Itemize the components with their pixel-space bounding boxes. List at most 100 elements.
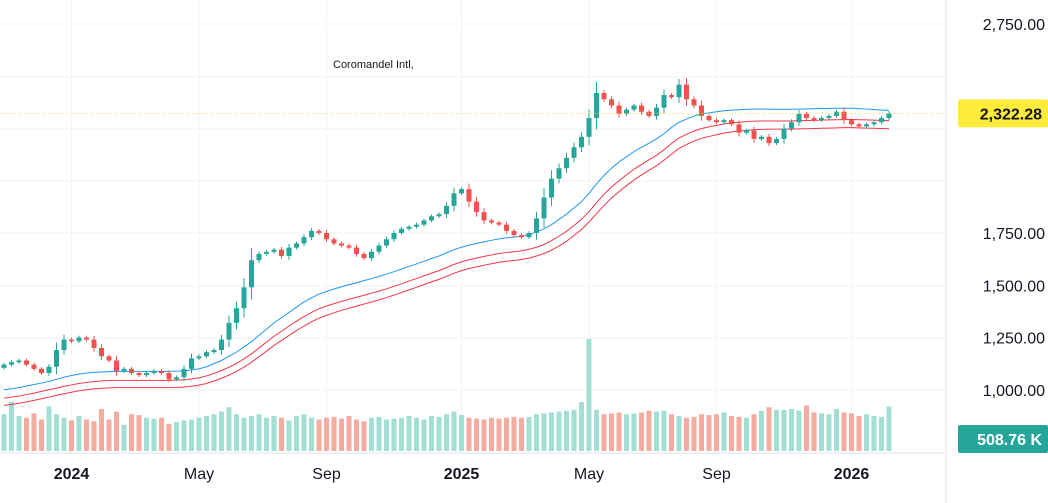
- x-tick-label: 2026: [834, 466, 870, 483]
- candle-body: [624, 109, 629, 114]
- volume-bar: [781, 409, 787, 451]
- volume-bar: [286, 420, 292, 451]
- candle-body: [196, 356, 202, 359]
- volume-bar: [526, 416, 532, 451]
- x-tick-label: May: [184, 466, 214, 483]
- volume-bar: [684, 417, 689, 451]
- ma-red-line-2: [3, 127, 890, 406]
- volume-bar: [151, 418, 157, 451]
- volume-bar: [474, 418, 479, 451]
- moving-averages: [3, 107, 890, 406]
- volume-bar: [766, 407, 772, 451]
- chart-title: Coromandel Intl,: [333, 59, 414, 71]
- candle-body: [144, 373, 149, 376]
- x-axis[interactable]: 2024 May Sep 2025 May Sep 2026: [54, 466, 870, 483]
- candle-body: [871, 122, 877, 125]
- volume-bar: [721, 412, 727, 451]
- candle-body: [669, 95, 674, 98]
- candle-body: [339, 243, 344, 246]
- volume-bar: [1, 414, 7, 451]
- last-volume-badge: 508.76 K: [958, 425, 1048, 453]
- candle-body: [639, 105, 644, 112]
- candle-body: [54, 350, 59, 367]
- candle-body: [181, 368, 187, 378]
- candle-body: [849, 120, 854, 125]
- volume-bar: [346, 416, 352, 451]
- candle-body: [174, 377, 179, 380]
- candle-body: [219, 339, 224, 351]
- candle-body: [129, 368, 134, 374]
- volume-bar: [436, 416, 442, 451]
- candle-body: [879, 118, 884, 123]
- volume-bar: [676, 416, 682, 451]
- candle-body: [294, 243, 299, 248]
- candle-body: [811, 118, 817, 121]
- candle-body: [39, 368, 44, 374]
- volume-bar: [376, 416, 382, 451]
- volume-bar: [571, 409, 577, 451]
- candle-body: [609, 99, 614, 106]
- volume-bar: [774, 409, 779, 451]
- candle-body: [301, 237, 307, 244]
- volume-bar: [429, 416, 434, 451]
- volume-bar: [114, 411, 119, 451]
- volume-bar: [706, 415, 712, 451]
- candle-body: [804, 113, 809, 119]
- volume-bar: [204, 416, 209, 451]
- volume-bar: [324, 417, 329, 451]
- candle-body: [114, 360, 119, 371]
- x-tick-label: May: [574, 466, 604, 483]
- volume-bar: [24, 417, 29, 451]
- volume-bar: [219, 411, 224, 451]
- candle-body: [331, 239, 337, 244]
- volume-bar: [466, 417, 472, 451]
- candle-body: [316, 230, 322, 233]
- candle-body: [324, 233, 329, 240]
- volume-bar: [796, 410, 802, 451]
- candle-body: [594, 92, 599, 119]
- candle-body: [151, 370, 157, 374]
- candle-body: [834, 111, 839, 116]
- volume-bar: [631, 413, 637, 451]
- chart-grid: [0, 0, 946, 453]
- volume-bar: [211, 414, 217, 451]
- volume-bar: [84, 419, 89, 451]
- volume-bar: [804, 405, 809, 451]
- candle-body: [346, 245, 352, 248]
- volume-bar: [586, 339, 592, 451]
- candle-body: [234, 308, 239, 323]
- volume-bar: [331, 416, 337, 451]
- candle-body: [631, 105, 637, 110]
- candle-body: [414, 224, 419, 227]
- candle-body: [211, 350, 217, 353]
- volume-bar: [504, 417, 509, 451]
- volume-bar: [121, 424, 127, 451]
- candle-body: [241, 287, 247, 309]
- volume-bars: [1, 339, 892, 451]
- candle-body: [661, 95, 667, 108]
- volume-bar: [234, 414, 239, 451]
- candle-body: [496, 222, 502, 225]
- candle-body: [361, 253, 367, 259]
- volume-bar: [519, 417, 524, 451]
- candlesticks: [1, 78, 892, 383]
- volume-bar: [481, 419, 487, 451]
- candle-body: [444, 205, 449, 215]
- volume-bar: [609, 413, 614, 451]
- volume-bar: [556, 411, 562, 451]
- candle-body: [774, 138, 779, 144]
- candle-body: [571, 147, 577, 158]
- y-axis[interactable]: 2,750.00 1,750.00 1,500.00 1,250.00 1,000.00: [983, 17, 1045, 400]
- candle-body: [459, 189, 464, 194]
- x-tick-label: Sep: [312, 466, 341, 483]
- volume-bar: [489, 417, 494, 451]
- volume-bar: [826, 414, 832, 451]
- volume-bar: [226, 407, 232, 451]
- volume-bar: [241, 417, 247, 451]
- volume-bar: [729, 416, 734, 451]
- ma-red-line-1: [3, 119, 890, 399]
- svg-text:508.76 K: 508.76 K: [977, 432, 1042, 449]
- volume-bar: [391, 418, 397, 451]
- volume-bar: [579, 402, 584, 451]
